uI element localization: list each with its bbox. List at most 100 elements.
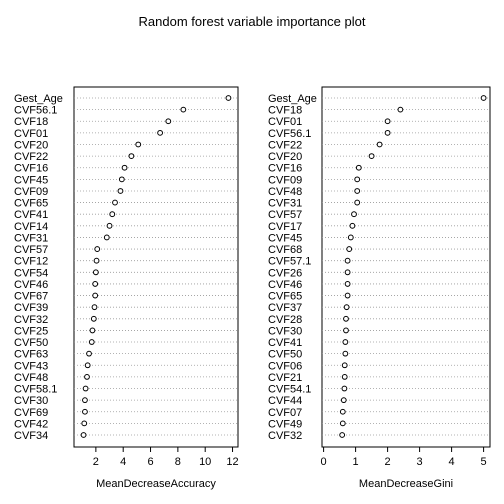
importance-point xyxy=(180,106,187,113)
variable-label: CVF20 xyxy=(14,139,48,151)
importance-point xyxy=(349,222,356,229)
importance-point xyxy=(355,164,362,171)
variable-label: CVF42 xyxy=(14,418,48,430)
variable-label: CVF20 xyxy=(268,151,302,163)
variable-label: CVF14 xyxy=(14,221,48,233)
importance-point xyxy=(341,385,348,392)
variable-label: CVF25 xyxy=(14,325,48,337)
variable-label: CVF44 xyxy=(268,395,302,407)
x-tick-label: 3 xyxy=(417,456,423,468)
variable-label: CVF34 xyxy=(14,430,48,442)
importance-point xyxy=(344,292,351,299)
variable-label: CVF01 xyxy=(268,116,302,128)
x-tick-label: 0 xyxy=(321,456,327,468)
importance-point xyxy=(118,176,125,183)
variable-label: CVF57 xyxy=(268,209,302,221)
variable-label: CVF49 xyxy=(268,418,302,430)
variable-label: CVF31 xyxy=(268,198,302,210)
importance-point xyxy=(165,118,172,125)
variable-label: CVF50 xyxy=(268,349,302,361)
variable-label: CVF32 xyxy=(14,314,48,326)
x-tick-label: 1 xyxy=(353,456,359,468)
importance-point xyxy=(341,373,348,380)
variable-label: CVF48 xyxy=(268,186,302,198)
variable-label: CVF30 xyxy=(14,395,48,407)
variable-label: CVF22 xyxy=(268,139,302,151)
importance-point xyxy=(92,292,99,299)
variable-label: CVF48 xyxy=(14,372,48,384)
importance-point xyxy=(112,199,118,206)
importance-point xyxy=(354,176,361,183)
variable-label: CVF41 xyxy=(268,337,302,349)
variable-label: CVF09 xyxy=(268,174,302,186)
importance-point xyxy=(376,141,383,148)
variable-label: CVF63 xyxy=(14,349,48,361)
figure-title: Random forest variable importance plot xyxy=(139,14,366,29)
plot-box-gini xyxy=(321,86,491,448)
importance-point xyxy=(384,129,391,136)
variable-label: CVF21 xyxy=(268,372,302,384)
variable-label: CVF07 xyxy=(268,407,302,419)
x-tick-label: 4 xyxy=(449,456,455,468)
plot-box-accuracy xyxy=(73,86,239,448)
importance-point xyxy=(341,362,348,369)
variable-label: Gest_Age xyxy=(268,93,317,105)
variable-label: CVF46 xyxy=(268,279,302,291)
importance-point xyxy=(84,362,91,369)
x-tick-label: 2 xyxy=(385,456,391,468)
importance-point xyxy=(343,315,349,322)
importance-point xyxy=(90,315,97,322)
variable-label: CVF41 xyxy=(14,209,48,221)
importance-point xyxy=(89,327,96,334)
variable-label: CVF16 xyxy=(14,163,48,175)
x-tick-label: 4 xyxy=(120,456,126,468)
variable-label: CVF16 xyxy=(268,163,302,175)
importance-point xyxy=(106,222,113,229)
importance-point xyxy=(121,164,128,171)
importance-point xyxy=(128,153,135,160)
variable-label: CVF65 xyxy=(268,291,302,303)
x-tick-label: 5 xyxy=(481,456,487,468)
importance-point xyxy=(368,153,375,160)
importance-point xyxy=(88,339,95,345)
importance-point xyxy=(82,408,88,415)
importance-point xyxy=(93,257,100,264)
variable-label: CVF31 xyxy=(14,232,48,244)
variable-label: CVF37 xyxy=(268,302,302,314)
x-tick-label: 10 xyxy=(199,456,211,468)
variable-label: Gest_Age xyxy=(14,93,63,105)
importance-point xyxy=(351,211,357,218)
importance-point xyxy=(384,118,391,125)
variable-label: CVF39 xyxy=(14,302,48,314)
variable-label: CVF54 xyxy=(14,267,48,279)
importance-point xyxy=(339,420,346,427)
variable-label: CVF65 xyxy=(14,198,48,210)
importance-point xyxy=(225,95,232,101)
panel-accuracy: Gest_AgeCVF56.1CVF18CVF01CVF20CVF22CVF16… xyxy=(14,86,239,490)
variable-label: CVF30 xyxy=(268,325,302,337)
importance-point xyxy=(339,432,346,438)
importance-point xyxy=(92,269,99,276)
panel-gini: Gest_AgeCVF18CVF01CVF56.1CVF22CVF20CVF16… xyxy=(268,86,491,490)
importance-point xyxy=(117,188,124,194)
importance-point xyxy=(397,106,404,113)
variable-label: CVF54.1 xyxy=(268,384,311,396)
variable-label: CVF46 xyxy=(14,279,48,291)
importance-point xyxy=(94,246,101,252)
variable-label: CVF32 xyxy=(268,430,302,442)
variable-label: CVF45 xyxy=(268,232,302,244)
variable-label: CVF09 xyxy=(14,186,48,198)
importance-point xyxy=(109,211,116,218)
importance-point xyxy=(157,129,164,136)
importance-point xyxy=(84,373,90,380)
variable-label: CVF57 xyxy=(14,244,48,256)
variable-label: CVF50 xyxy=(14,337,48,349)
variable-label: CVF56.1 xyxy=(14,105,57,117)
importance-point xyxy=(339,408,346,415)
variable-label: CVF18 xyxy=(14,116,48,128)
importance-point xyxy=(354,188,361,194)
x-tick-label: 2 xyxy=(93,456,99,468)
importance-point xyxy=(354,199,361,206)
importance-point xyxy=(343,304,350,311)
